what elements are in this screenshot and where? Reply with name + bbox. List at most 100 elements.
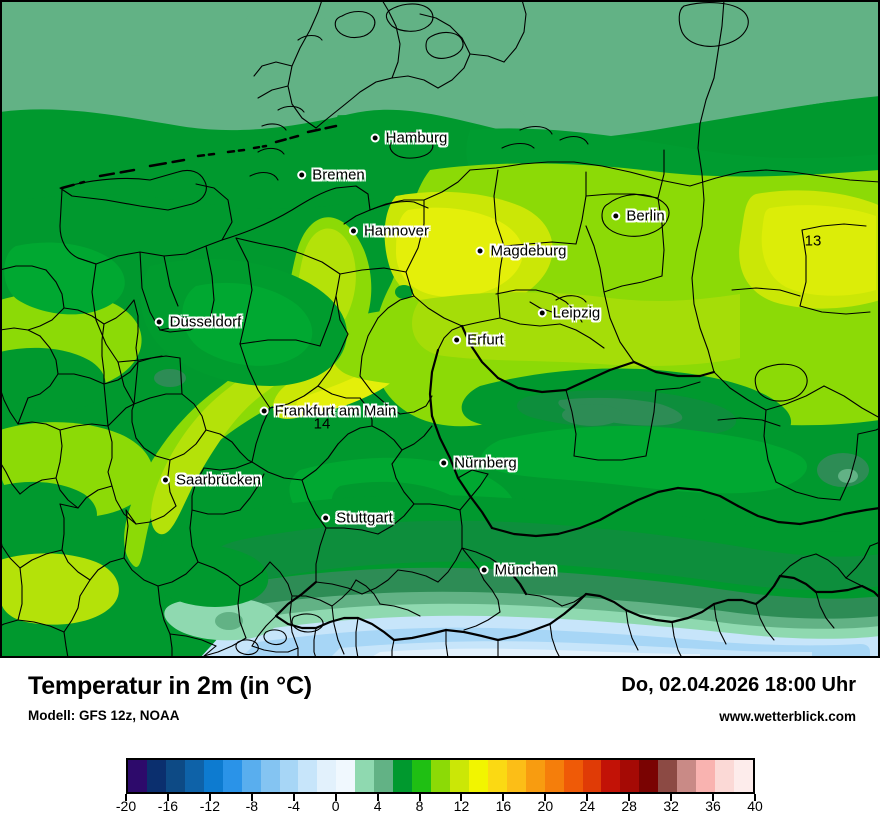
city-marker[interactable]: Magdeburg [475, 243, 566, 260]
colorbar-tick-label: 8 [415, 798, 424, 814]
colorbar-swatch [506, 760, 526, 792]
colorbar-swatch [601, 760, 621, 792]
city-dot-icon [611, 211, 621, 221]
model-caption: Modell: GFS 12z, NOAA [28, 708, 180, 723]
city-dot-icon [259, 406, 269, 416]
city-marker[interactable]: München [479, 561, 557, 579]
colorbar-swatch [279, 760, 299, 792]
colorbar-swatch [525, 760, 545, 792]
colorbar-tick-label: 36 [705, 798, 721, 814]
city-marker[interactable]: Leipzig [537, 305, 600, 322]
colorbar-swatch [393, 760, 413, 792]
colorbar-ticks [125, 794, 756, 804]
colorbar-swatch [639, 760, 659, 792]
colorbar-tick-label: -16 [157, 798, 179, 814]
map-footer: Temperatur in 2m (in °C) Modell: GFS 12z… [0, 658, 880, 830]
colorbar-tick [628, 794, 631, 801]
city-label: Nürnberg [454, 454, 517, 472]
contour-value-label: 13 [804, 232, 822, 250]
colorbar-tick-label: 20 [537, 798, 554, 814]
colorbar-swatch [715, 760, 734, 792]
temperature-map[interactable]: Hamburg Bremen Hannover Berlin Magdeburg Düss… [0, 0, 880, 658]
colorbar-tick [292, 794, 295, 801]
contour-value-label: 14 [313, 415, 331, 433]
city-dot-icon [321, 513, 331, 523]
colorbar-swatch [468, 760, 488, 792]
site-url: www.wetterblick.com [719, 709, 856, 724]
colorbar-tick [334, 794, 337, 801]
colorbar-tick [460, 794, 463, 801]
colorbar-tick [166, 794, 169, 801]
colorbar-tick [754, 794, 756, 801]
colorbar-swatch [696, 760, 716, 792]
colorbar-swatch [544, 760, 564, 792]
colorbar-swatch [355, 760, 375, 792]
colorbar-tick [544, 794, 547, 801]
colorbar-swatch [165, 760, 185, 792]
city-marker[interactable]: Berlin [611, 207, 665, 225]
city-marker[interactable]: Stuttgart [321, 510, 393, 527]
colorbar-tick [376, 794, 379, 801]
city-dot-icon [439, 458, 449, 468]
colorbar-swatch [620, 760, 640, 792]
colorbar-tick-label: 0 [331, 798, 340, 814]
city-dot-icon [160, 475, 170, 485]
city-label: Saarbrücken [175, 471, 262, 489]
city-marker[interactable]: Erfurt [452, 332, 504, 349]
colorbar-swatch [222, 760, 242, 792]
colorbar-tick-label: -20 [115, 798, 137, 814]
city-label: Bremen [312, 166, 365, 184]
colorbar-tick-label: 40 [747, 798, 763, 814]
colorbar-tick-label: -8 [245, 798, 259, 814]
city-label: München [494, 561, 557, 579]
colorbar-tick-label: 4 [373, 798, 382, 814]
city-label: Berlin [626, 207, 665, 225]
colorbar-swatch [487, 760, 507, 792]
colorbar-tick-label: 28 [621, 798, 637, 814]
colorbar-swatches [126, 758, 755, 794]
city-marker[interactable]: Saarbrücken [160, 471, 262, 489]
city-marker[interactable]: Düsseldorf [154, 313, 242, 331]
city-dot-icon [452, 335, 462, 345]
colorbar-swatch [241, 760, 261, 792]
city-dot-icon [537, 308, 547, 318]
colorbar-tick-label: -4 [287, 798, 300, 814]
colorbar-tick-label: 12 [453, 798, 470, 814]
colorbar-swatch [374, 760, 394, 792]
colorbar-tick [208, 794, 211, 801]
colorbar-swatch [734, 760, 753, 792]
colorbar-tick-label: -12 [199, 798, 220, 814]
city-marker[interactable]: Nürnberg [439, 455, 517, 472]
city-marker[interactable]: Bremen [297, 167, 365, 184]
colorbar-tick [586, 794, 589, 801]
temperature-field [0, 0, 880, 658]
colorbar-swatch [184, 760, 204, 792]
city-dot-icon [475, 246, 485, 256]
city-marker[interactable]: Hannover [348, 223, 429, 240]
colorbar-swatch [658, 760, 678, 792]
colorbar-tick [250, 794, 253, 801]
colorbar-swatch [582, 760, 602, 792]
colorbar-tick [670, 794, 673, 801]
colorbar-swatch [260, 760, 280, 792]
city-dot-icon [154, 317, 164, 327]
city-dot-icon [479, 565, 489, 575]
colorbar-swatch [298, 760, 318, 792]
colorbar-tick [418, 794, 421, 801]
colorbar-swatch [203, 760, 223, 792]
city-dot-icon [370, 133, 380, 143]
colorbar-tick-labels: -20 -16 -12 -8 -4 0 4 8 12 16 20 24 28 32 36 40 [0, 798, 880, 820]
colorbar-swatch [146, 760, 166, 792]
colorbar-swatch [449, 760, 469, 792]
valid-time: Do, 02.04.2026 18:00 Uhr [621, 674, 856, 696]
colorbar-swatch [563, 760, 583, 792]
city-label: Düsseldorf [169, 313, 242, 331]
colorbar-swatch [128, 760, 147, 792]
colorbar-tick-label: 16 [495, 798, 512, 814]
city-marker[interactable]: Hamburg [370, 130, 447, 147]
colorbar-swatch [317, 760, 337, 792]
colorbar-tick-label: 32 [663, 798, 679, 814]
city-marker[interactable]: Frankfurt am Main [259, 403, 396, 420]
colorbar-swatch [336, 760, 356, 792]
